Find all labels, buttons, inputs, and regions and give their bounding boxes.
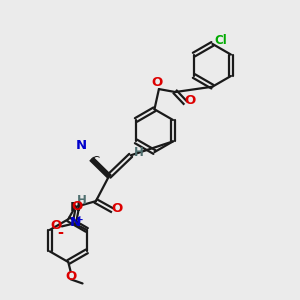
Text: N: N [70, 201, 81, 214]
Text: +: + [76, 215, 83, 224]
Text: O: O [51, 219, 62, 232]
Text: N: N [69, 216, 80, 229]
Text: N: N [76, 139, 87, 152]
Text: O: O [112, 202, 123, 215]
Text: C: C [92, 155, 100, 168]
Text: Cl: Cl [214, 34, 227, 47]
Text: O: O [152, 76, 163, 89]
Text: H: H [134, 146, 144, 159]
Text: -: - [57, 225, 63, 240]
Text: O: O [185, 94, 196, 107]
Text: O: O [72, 200, 83, 213]
Text: O: O [66, 270, 77, 283]
Text: H: H [77, 194, 87, 207]
